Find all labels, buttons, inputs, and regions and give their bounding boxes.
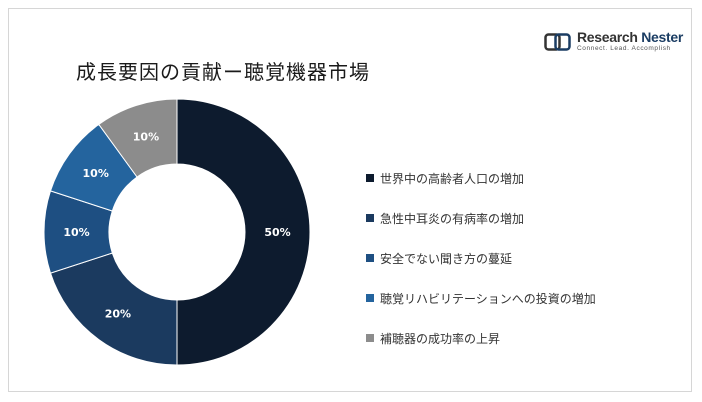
data-label-4: 10% xyxy=(83,167,109,180)
legend-label-2: 急性中耳炎の有病率の増加 xyxy=(380,211,525,226)
donut-chart: 50% 20% 10% 10% 10% xyxy=(43,98,311,366)
legend-swatch-5 xyxy=(366,334,374,342)
legend-item-1: 世界中の高齢者人口の増加 xyxy=(366,170,596,186)
legend-item-2: 急性中耳炎の有病率の増加 xyxy=(366,210,596,226)
legend-swatch-2 xyxy=(366,214,374,222)
logo-name-nester: Nester xyxy=(641,29,684,45)
chart-title: 成長要因の貢献ー聴覚機器市場 xyxy=(76,60,370,84)
chart-legend: 世界中の高齢者人口の増加 急性中耳炎の有病率の増加 安全でない聞き方の蔓延聴覚リハビ… xyxy=(366,170,596,370)
data-label-5: 10% xyxy=(133,130,159,143)
legend-swatch-1 xyxy=(366,174,374,182)
legend-label-1: 世界中の高齢者人口の増加 xyxy=(380,171,525,186)
research-nester-logo: Research Nester Connect. Lead. Accomplis… xyxy=(544,30,683,53)
donut-slice-1 xyxy=(176,98,311,366)
logo-mark-icon xyxy=(544,32,572,51)
data-label-2: 20% xyxy=(105,307,131,320)
logo-name-research: Research xyxy=(577,29,638,45)
donut-slice-5 xyxy=(98,98,178,178)
legend-label-3: 安全でない聞き方の蔓延 xyxy=(380,251,513,266)
data-label-3: 10% xyxy=(63,226,89,239)
legend-label-5: 補聴器の成功率の上昇 xyxy=(380,331,501,346)
legend-swatch-3 xyxy=(366,254,374,262)
data-label-1: 50% xyxy=(264,226,290,239)
legend-swatch-4 xyxy=(366,294,374,302)
legend-label-4: 聴覚リハビリテーションへの投資の増加 xyxy=(380,291,596,306)
legend-item-4: 聴覚リハビリテーションへの投資の増加 xyxy=(366,290,596,306)
donut-slice-2 xyxy=(49,252,178,366)
legend-item-3: 安全でない聞き方の蔓延 xyxy=(366,250,596,266)
legend-item-5: 補聴器の成功率の上昇 xyxy=(366,330,596,346)
logo-tagline: Connect. Lead. Accomplish xyxy=(577,45,671,52)
